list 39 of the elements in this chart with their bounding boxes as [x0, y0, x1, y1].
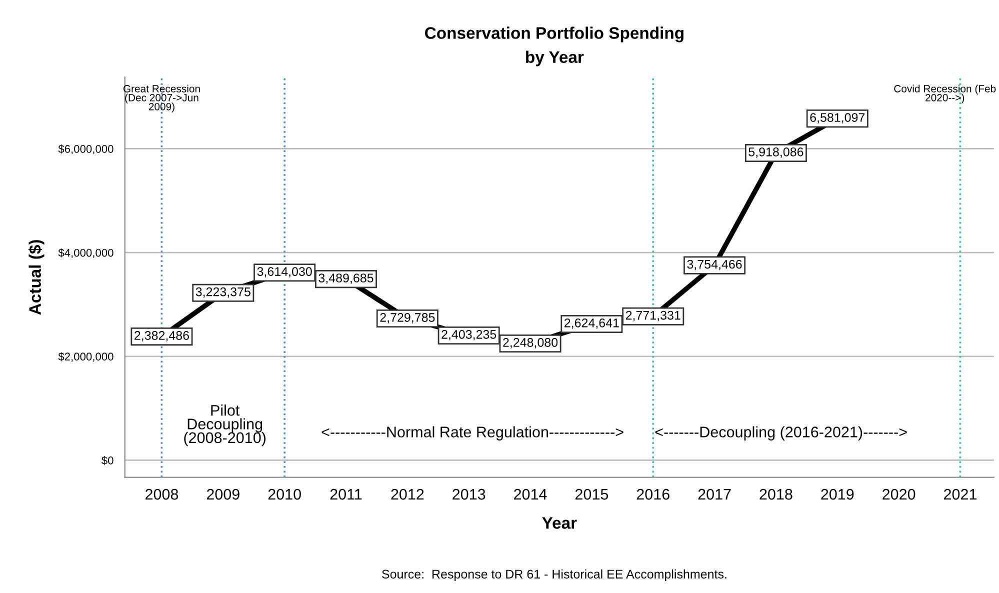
- data-label: 3,223,375: [196, 287, 250, 298]
- x-tick-label: 2018: [760, 488, 792, 500]
- y-tick-label: $6,000,000: [58, 144, 114, 154]
- data-label: 2,771,331: [626, 310, 680, 322]
- annotation: <-----------Normal Rate Regulation------------->: [322, 426, 624, 440]
- x-tick-label: 2008: [146, 488, 178, 500]
- data-label: 5,918,086: [748, 147, 804, 158]
- x-tick-label: 2014: [514, 488, 547, 500]
- data-label: 6,581,097: [810, 113, 865, 124]
- data-label: 2,248,080: [503, 338, 558, 348]
- annotation: Pilot Decoupling (2008-2010): [184, 404, 266, 446]
- ref-line-label: Covid Recession (Feb 2020-->): [894, 84, 996, 104]
- x-tick-label: 2010: [268, 488, 301, 500]
- annotation: <-------Decoupling (2016-2021)------->: [655, 426, 907, 440]
- x-tick-label: 2012: [391, 488, 424, 500]
- data-label: 2,382,486: [134, 331, 189, 342]
- x-tick-label: 2016: [636, 488, 670, 500]
- x-tick-label: 2021: [944, 488, 976, 500]
- chart-title: Conservation Portfolio Spending by Year: [425, 26, 684, 66]
- data-label: 2,729,785: [380, 313, 435, 324]
- data-label: 3,614,030: [257, 267, 312, 278]
- data-label: 2,624,641: [564, 318, 619, 329]
- x-tick-label: 2019: [821, 488, 854, 500]
- y-axis-title: Actual ($): [28, 240, 44, 315]
- data-label: 2,403,235: [442, 330, 496, 340]
- x-axis-title: Year: [542, 517, 577, 529]
- x-tick-label: 2017: [698, 488, 731, 500]
- source-note: Source: Response to DR 61 - Historical EE Accomplishments.: [382, 569, 726, 582]
- x-tick-label: 2009: [206, 488, 240, 500]
- data-label: 3,754,466: [687, 260, 742, 270]
- y-tick-label: $2,000,000: [58, 352, 114, 362]
- x-tick-label: 2011: [330, 488, 362, 500]
- y-tick-label: $0: [102, 456, 114, 466]
- x-tick-label: 2015: [575, 488, 608, 500]
- ref-line-label: Great Recession (Dec 2007->Jun 2009): [123, 84, 200, 112]
- x-tick-label: 2013: [452, 488, 486, 500]
- x-tick-label: 2020: [882, 488, 916, 500]
- data-label: 3,489,685: [318, 274, 374, 284]
- y-tick-label: $4,000,000: [58, 248, 114, 258]
